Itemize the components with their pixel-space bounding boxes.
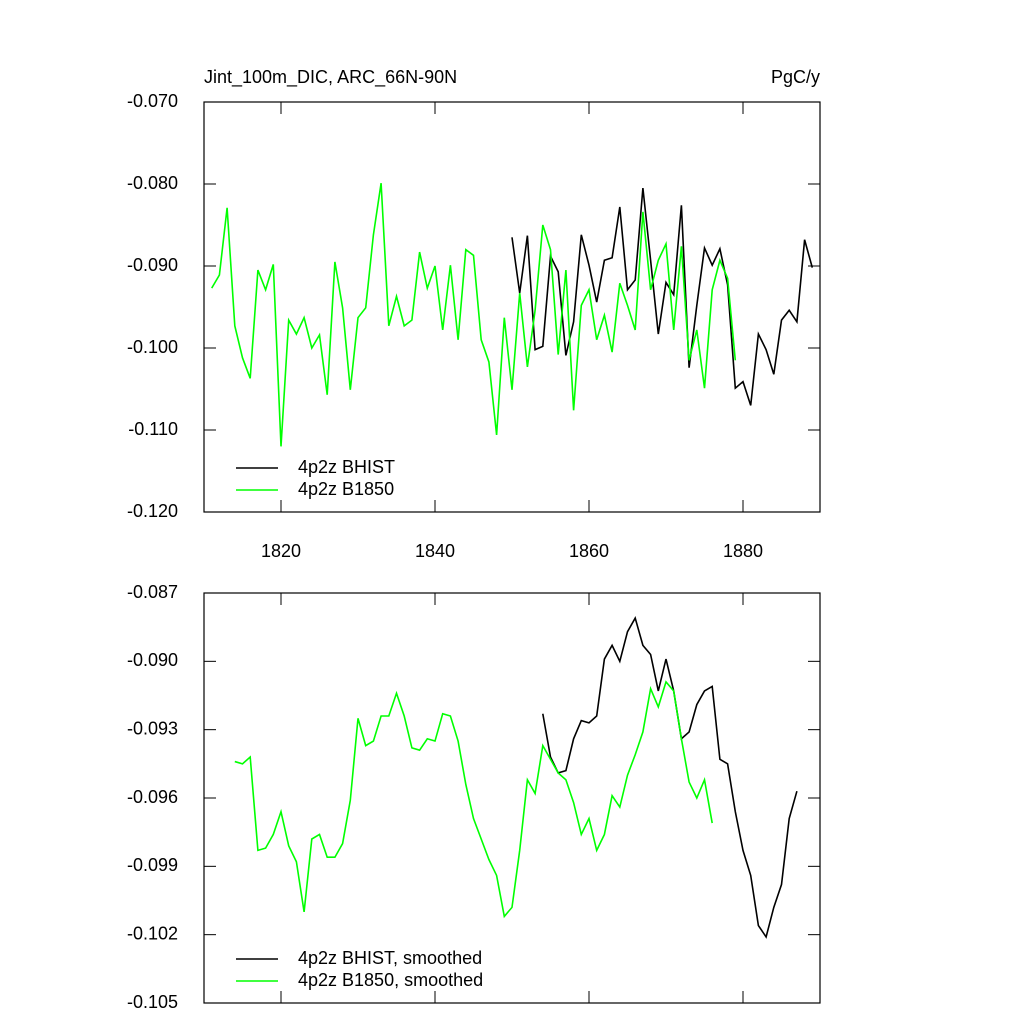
y-tick-label: -0.120 <box>127 501 178 521</box>
legend-label: 4p2z B1850, smoothed <box>298 970 483 990</box>
x-tick-label: 1840 <box>415 541 455 561</box>
y-tick-label: -0.100 <box>127 337 178 357</box>
y-tick-label: -0.110 <box>128 419 178 439</box>
y-tick-label: -0.102 <box>127 923 178 943</box>
legend-label: 4p2z B1850 <box>298 479 394 499</box>
y-tick-label: -0.093 <box>127 718 178 738</box>
data-line <box>211 183 737 447</box>
legend-label: 4p2z BHIST <box>298 457 395 477</box>
data-line <box>234 680 713 919</box>
y-tick-label: -0.099 <box>127 855 178 875</box>
units-label: PgC/y <box>771 67 820 87</box>
legend-label: 4p2z BHIST, smoothed <box>298 948 482 968</box>
data-line <box>542 615 798 939</box>
x-tick-label: 1880 <box>723 541 763 561</box>
y-tick-label: -0.087 <box>127 582 178 602</box>
plot-frame <box>203 101 821 513</box>
y-tick-label: -0.105 <box>127 992 178 1012</box>
y-tick-label: -0.080 <box>127 173 178 193</box>
chart-title: Jint_100m_DIC, ARC_66N-90N <box>204 67 457 88</box>
y-tick-label: -0.096 <box>127 787 178 807</box>
y-tick-label: -0.090 <box>127 650 178 670</box>
x-tick-label: 1820 <box>261 541 301 561</box>
y-tick-label: -0.070 <box>127 91 178 111</box>
x-tick-label: 1860 <box>569 541 609 561</box>
y-tick-label: -0.090 <box>127 255 178 275</box>
